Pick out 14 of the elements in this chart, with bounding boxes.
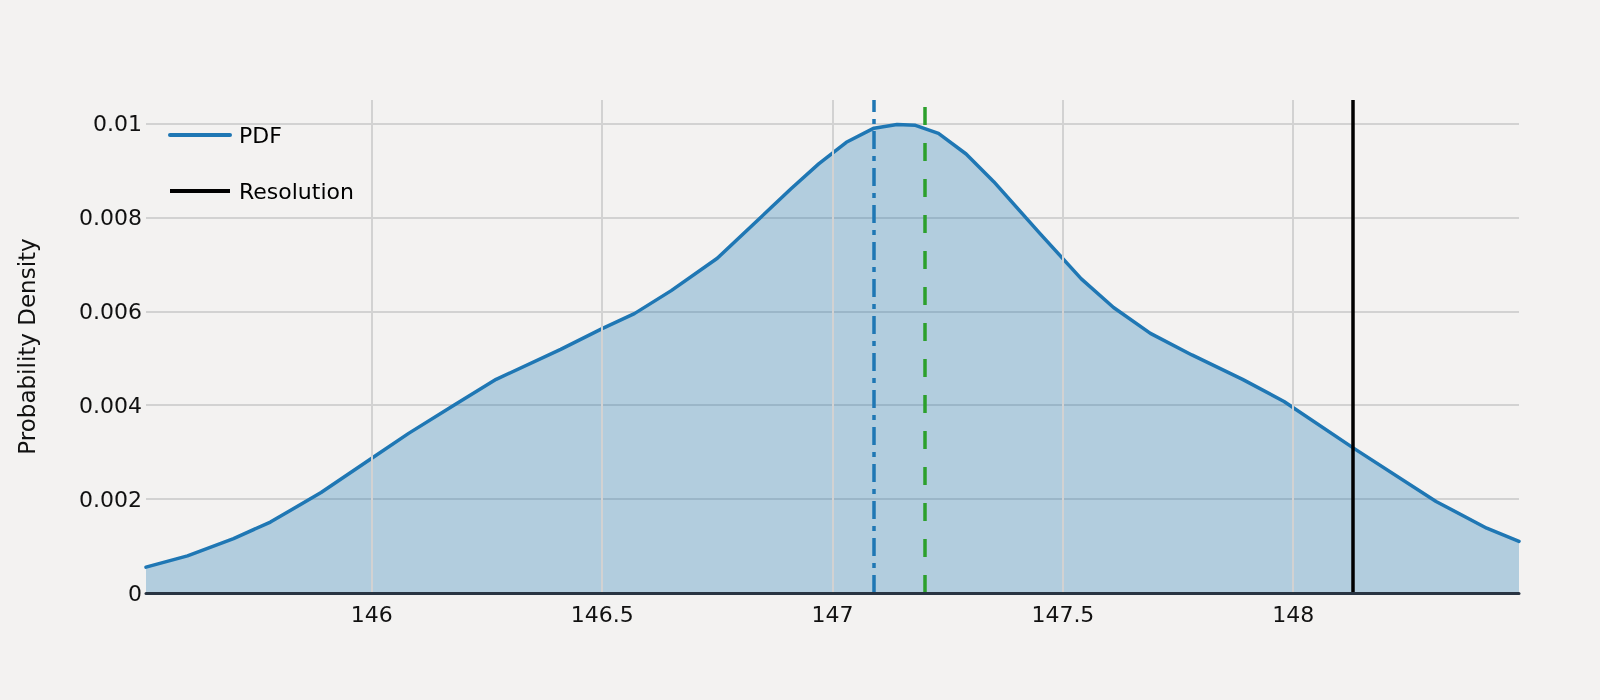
y-tick-label: 0.008 — [79, 204, 142, 230]
x-tick-label: 147 — [811, 601, 854, 627]
x-tick-label: 146 — [350, 601, 393, 627]
y-tick-label: 0.002 — [79, 486, 142, 512]
legend-label: PDF — [239, 122, 282, 148]
y-axis-title: Probability Density — [13, 238, 40, 455]
x-tick-label: 146.5 — [570, 601, 634, 627]
y-tick-label: 0.01 — [93, 110, 142, 136]
ref-line-label: Resolution — [239, 178, 354, 204]
y-tick-label: 0.006 — [79, 298, 142, 324]
y-tick-label: 0.004 — [79, 392, 142, 418]
x-tick-label: 148 — [1272, 601, 1315, 627]
x-tick-label: 147.5 — [1031, 601, 1095, 627]
y-tick-label: 0 — [128, 580, 142, 606]
